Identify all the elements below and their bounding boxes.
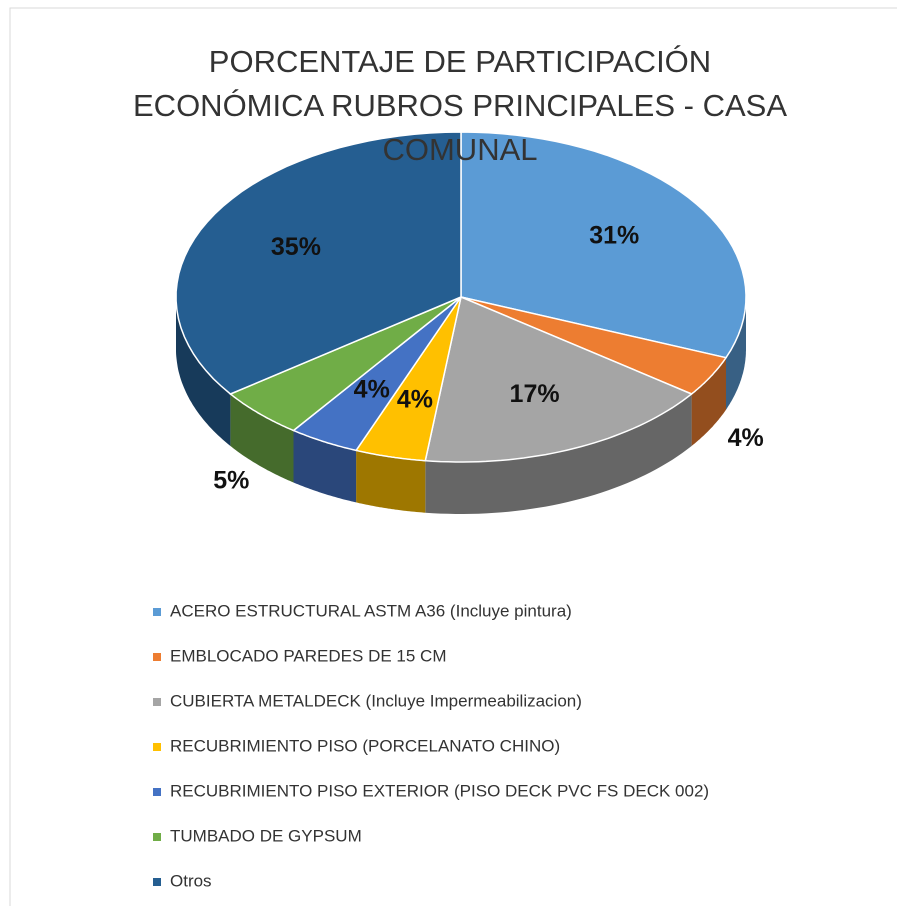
data-label: 4% [728,424,764,452]
data-label: 31% [589,221,639,249]
pie-slice [460,131,747,359]
legend-label: TUMBADO DE GYPSUM [170,826,362,845]
data-label: 17% [510,380,560,408]
legend-label: ACERO ESTRUCTURAL ASTM A36 (Incluye pint… [170,601,572,620]
pie-slice [460,296,728,395]
pie-slice-side [425,394,692,514]
data-label: 4% [397,385,433,413]
legend-swatch [153,608,161,616]
pie-slice-side [230,394,294,483]
legend-label: CUBIERTA METALDECK (Incluye Impermeabili… [170,691,582,710]
legend-label: RECUBRIMIENTO PISO EXTERIOR (PISO DECK P… [170,781,709,800]
pie-slice [424,295,694,463]
pie-slice-side [176,297,231,446]
data-label: 35% [271,233,321,261]
legend-label: EMBLOCADO PAREDES DE 15 CM [170,646,446,665]
chart-title: PORCENTAJE DE PARTICIPACIÓN ECONÓMICA RU… [133,44,796,167]
pie-slice [175,131,462,395]
legend-swatch [153,653,161,661]
pie-slice [292,296,462,452]
legend-swatch [153,698,161,706]
pie-slice-side [356,450,426,513]
pie-slice-side [293,430,357,503]
legend-label: Otros [170,871,212,890]
pie-slice [354,296,462,462]
legend-label: RECUBRIMIENTO PISO (PORCELANATO CHINO) [170,736,560,755]
pie-slice-side [726,297,746,410]
data-label: 4% [354,376,390,404]
pie-slice [228,296,462,432]
legend-swatch [153,743,161,751]
legend-swatch [153,833,161,841]
data-label: 5% [213,467,249,495]
legend-swatch [153,878,161,886]
chart-border [9,7,897,906]
legend-swatch [153,788,161,796]
pie-slice-side [691,357,726,446]
